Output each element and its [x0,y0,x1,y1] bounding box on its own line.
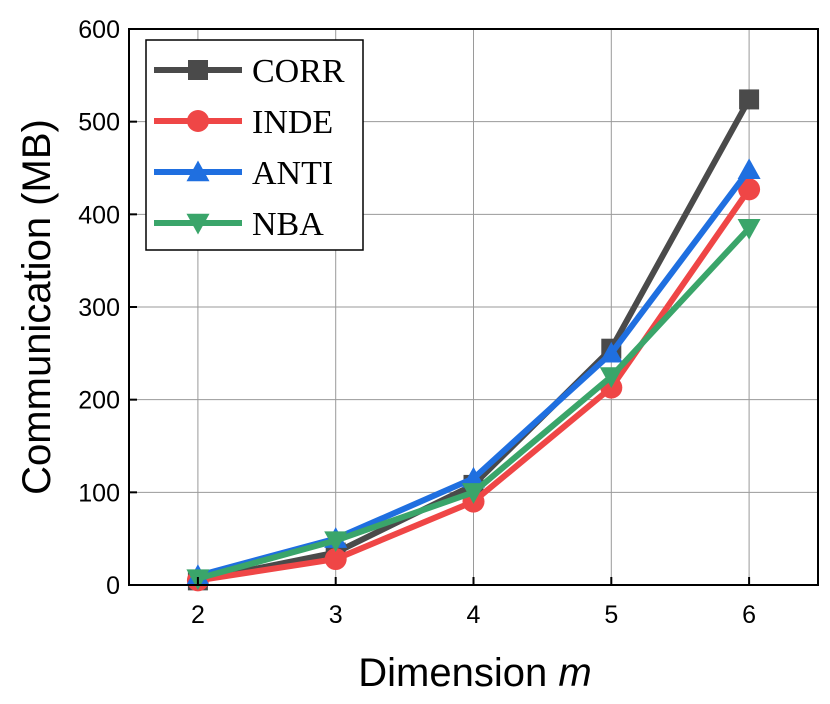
data-point-nba [737,219,761,240]
y-tick-label: 100 [78,479,120,507]
legend-label: CORR [252,53,345,90]
x-axis-title-text: Dimension [358,651,547,695]
legend-label: NBA [252,206,324,243]
y-tick-label: 400 [78,201,120,229]
legend-label: ANTI [252,155,333,192]
x-axis-title: Dimension m [358,651,591,695]
x-tick-label: 2 [191,601,205,629]
axis-ticks: 0 100 200 300 400 500 600 2 3 4 5 6 [78,16,756,629]
x-tick-label: 3 [329,601,343,629]
y-tick-label: 500 [78,109,120,137]
y-tick-label: 600 [78,16,120,44]
legend-marker [186,160,210,182]
data-point-anti [599,341,623,363]
data-point-nba [599,367,623,388]
x-axis-title-variable: m [558,651,591,695]
legend-box [145,39,364,251]
legend-item-inde: INDE [154,104,333,141]
data-point-anti [737,158,761,180]
x-tick-label: 5 [604,601,618,629]
data-point-inde [324,548,347,571]
legend-item-anti: ANTI [154,155,333,192]
legend-marker [188,60,208,80]
legend-marker [186,213,210,235]
legend-marker [187,110,209,132]
legend-item-nba: NBA [154,206,324,243]
x-tick-label: 6 [742,601,756,629]
data-point-corr [739,89,760,110]
y-tick-label: 300 [78,294,120,322]
y-tick-label: 200 [78,387,120,415]
legend-item-corr: CORR [154,53,345,90]
data-point-anti [462,466,485,488]
legend-label: INDE [252,104,333,141]
legend: CORR INDE ANTI NBA [145,39,364,251]
y-axis-title: Communication (MB) [15,119,59,495]
data-point-nba [324,531,348,553]
data-point-nba [462,483,485,504]
y-tick-label: 0 [106,572,120,600]
data-point-inde [738,178,761,201]
x-tick-label: 4 [467,601,481,629]
